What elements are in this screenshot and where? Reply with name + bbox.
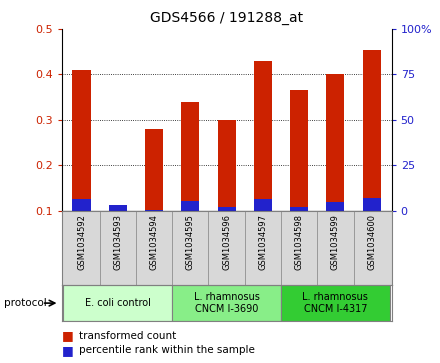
Text: ■: ■	[62, 344, 73, 357]
Bar	[63, 285, 172, 321]
Title: GDS4566 / 191288_at: GDS4566 / 191288_at	[150, 11, 303, 25]
Bar	[145, 209, 163, 211]
Text: GSM1034594: GSM1034594	[150, 214, 158, 270]
Bar	[217, 120, 236, 211]
Bar	[254, 61, 272, 211]
Text: GSM1034600: GSM1034600	[367, 214, 376, 270]
Text: protocol: protocol	[4, 298, 47, 308]
Bar	[363, 198, 381, 211]
Bar	[290, 90, 308, 211]
Bar	[290, 207, 308, 211]
Bar	[217, 207, 236, 211]
Bar	[181, 102, 199, 211]
Bar	[109, 205, 127, 211]
Text: GSM1034598: GSM1034598	[295, 214, 304, 270]
Text: percentile rank within the sample: percentile rank within the sample	[79, 345, 255, 355]
Bar	[172, 285, 281, 321]
Text: transformed count: transformed count	[79, 331, 176, 341]
Bar	[145, 129, 163, 211]
Bar	[326, 203, 345, 211]
Bar	[73, 199, 91, 211]
Text: E. coli control: E. coli control	[85, 298, 151, 308]
Text: GSM1034596: GSM1034596	[222, 214, 231, 270]
Text: GSM1034593: GSM1034593	[114, 214, 122, 270]
Bar	[363, 50, 381, 211]
Bar	[109, 205, 127, 211]
Bar	[181, 201, 199, 211]
Bar	[326, 74, 345, 211]
Text: L. rhamnosus
CNCM I-3690: L. rhamnosus CNCM I-3690	[194, 292, 260, 314]
Text: GSM1034597: GSM1034597	[258, 214, 268, 270]
Text: GSM1034595: GSM1034595	[186, 214, 195, 270]
Text: L. rhamnosus
CNCM I-4317: L. rhamnosus CNCM I-4317	[302, 292, 368, 314]
Bar	[73, 70, 91, 211]
Bar	[281, 285, 390, 321]
Text: GSM1034599: GSM1034599	[331, 214, 340, 270]
Bar	[254, 199, 272, 211]
Text: GSM1034592: GSM1034592	[77, 214, 86, 270]
Text: ■: ■	[62, 329, 73, 342]
